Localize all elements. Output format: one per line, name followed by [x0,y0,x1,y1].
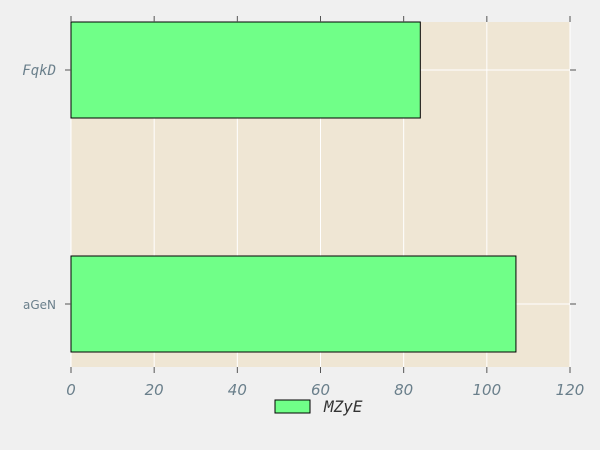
x-tick-label: 100 [473,381,502,399]
x-tick-label: 120 [556,381,585,399]
y-tick-label: aGeN [23,298,56,312]
x-tick-label: 20 [145,381,164,399]
x-tick-label: 60 [311,381,330,399]
x-axis-ticks: 0 20 40 60 80 100 120 [66,16,584,399]
legend-label: MZyE [323,397,363,416]
x-tick-label: 80 [394,381,413,399]
legend: MZyE [274,397,363,416]
bar-aGeN [70,255,517,353]
legend-swatch [274,399,311,414]
x-tick-label: 40 [228,381,247,399]
bar-FqkD [70,21,421,119]
y-axis-ticks: FqkD aGeN [22,63,576,312]
bars [70,21,517,353]
y-tick-label: FqkD [22,63,56,79]
x-tick-label: 0 [66,381,76,399]
